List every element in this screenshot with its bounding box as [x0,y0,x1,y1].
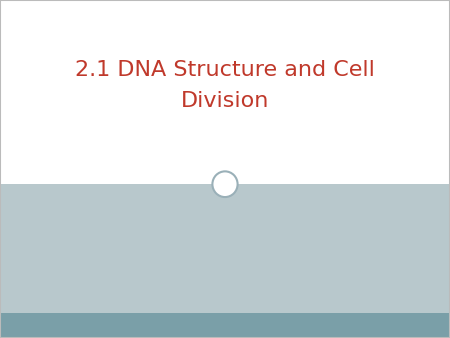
Ellipse shape [212,171,238,197]
Text: Division: Division [181,91,269,111]
Text: 2.1 DNA Structure and Cell: 2.1 DNA Structure and Cell [75,60,375,80]
Bar [0,313,450,338]
Bar [0,184,450,313]
Bar [0,0,450,184]
